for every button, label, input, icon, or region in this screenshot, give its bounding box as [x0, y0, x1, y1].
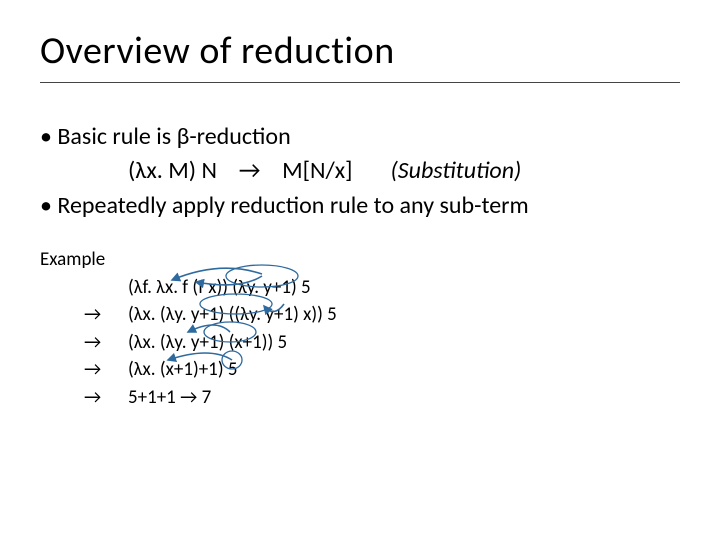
example-line-4: → 5+1+1 → 7 [40, 384, 680, 412]
bullet-1-beta: β-reduction [177, 122, 291, 151]
step-arrow-icon: → [84, 301, 128, 329]
rule-label: (Substitution) [391, 156, 522, 185]
rule-arrow: → [239, 156, 261, 185]
example-text-1: (λx. (λy. y+1) ((λy. y+1) x)) 5 [128, 301, 337, 329]
step-arrow-icon: → [84, 384, 128, 412]
example-block: Example (λf. λx. f (f x)) (λy. y+1) 5 → … [40, 246, 680, 411]
example-line-1: → (λx. (λy. y+1) ((λy. y+1) x)) 5 [40, 301, 680, 329]
title-divider [40, 82, 680, 83]
main-bullets: • Basic rule is β-reduction (λx. M) N → … [40, 121, 680, 222]
example-line-2: → (λx. (λy. y+1) (x+1)) 5 [40, 329, 680, 357]
example-text-4: 5+1+1 → 7 [128, 384, 211, 412]
bullet-2: • Repeatedly apply reduction rule to any… [40, 190, 680, 222]
reduction-rule: (λx. M) N → M[N/x] (Substitution) [40, 155, 680, 187]
example-text-3: (λx. (x+1)+1) 5 [128, 356, 238, 384]
bullet-1-prefix: • Basic rule is [40, 122, 177, 151]
rule-rhs: M[N/x] [282, 156, 352, 185]
example-heading: Example [40, 246, 680, 274]
bullet-1: • Basic rule is β-reduction [40, 121, 680, 153]
rule-lhs: (λx. M) N [128, 156, 217, 185]
example-text-2: (λx. (λy. y+1) (x+1)) 5 [128, 329, 287, 357]
example-line-0: (λf. λx. f (f x)) (λy. y+1) 5 [40, 274, 680, 302]
step-arrow-icon: → [84, 329, 128, 357]
example-text-0: (λf. λx. f (f x)) (λy. y+1) 5 [128, 274, 311, 302]
slide-title: Overview of reduction [40, 28, 680, 74]
step-arrow-icon: → [84, 356, 128, 384]
example-line-3: → (λx. (x+1)+1) 5 [40, 356, 680, 384]
